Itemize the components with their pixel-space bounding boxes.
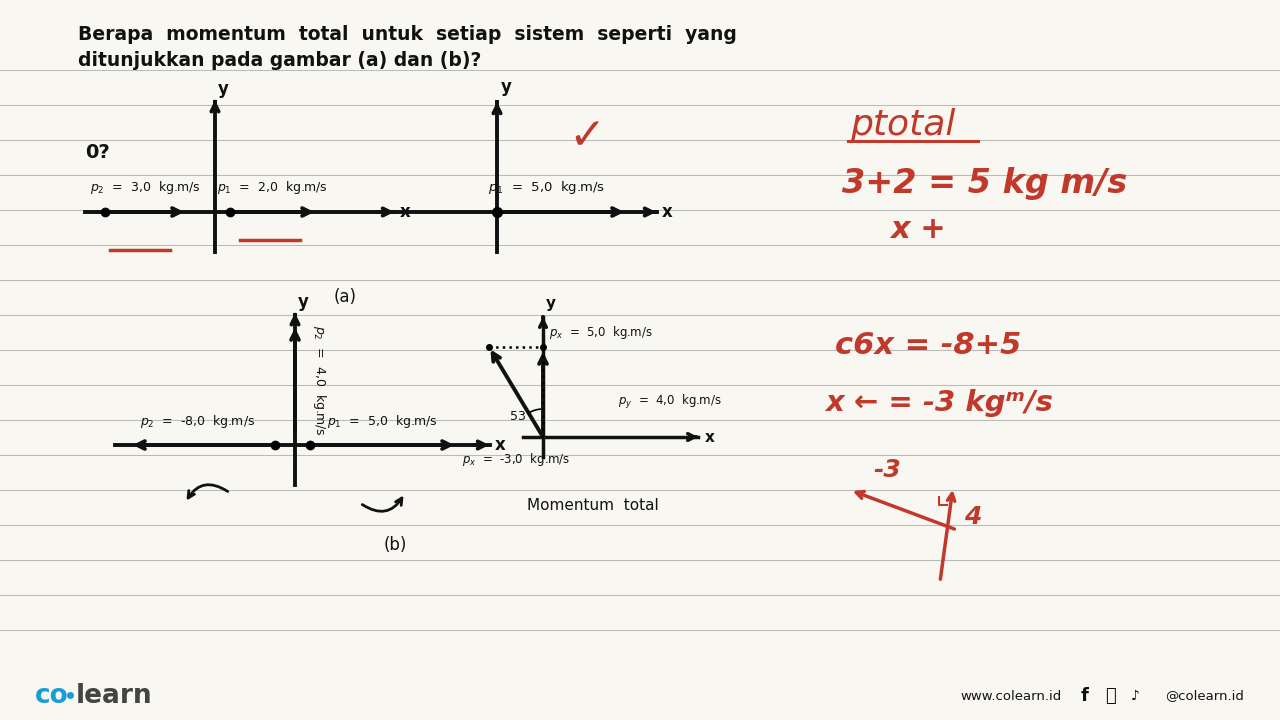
Text: c6x = -8+5: c6x = -8+5 (835, 330, 1021, 359)
Text: y: y (218, 80, 229, 98)
Text: y: y (500, 78, 512, 96)
Text: ptotal: ptotal (850, 108, 955, 142)
Text: x: x (399, 203, 411, 221)
Text: x +: x + (890, 215, 946, 245)
Text: y: y (298, 293, 308, 311)
Text: co: co (35, 683, 69, 709)
Text: x ← = -3 kgᵐ/s: x ← = -3 kgᵐ/s (826, 389, 1053, 417)
Text: (b): (b) (383, 536, 407, 554)
Text: Momentum  total: Momentum total (527, 498, 659, 513)
Text: $p_2$  =  3,0  kg.m/s: $p_2$ = 3,0 kg.m/s (90, 179, 201, 196)
Text: -3: -3 (873, 458, 901, 482)
Text: 0?: 0? (84, 143, 110, 161)
Text: $p_2$  =  4,0  kg.m/s: $p_2$ = 4,0 kg.m/s (311, 325, 328, 436)
Text: 53°: 53° (509, 410, 532, 423)
Text: @colearn.id: @colearn.id (1165, 690, 1244, 703)
Text: 4: 4 (964, 505, 982, 529)
Text: Berapa  momentum  total  untuk  setiap  sistem  seperti  yang: Berapa momentum total untuk setiap siste… (78, 25, 737, 45)
Text: $p_y$  =  4,0  kg.m/s: $p_y$ = 4,0 kg.m/s (618, 393, 722, 411)
Text: $p_1$  =  5,0  kg.m/s: $p_1$ = 5,0 kg.m/s (328, 413, 438, 430)
Text: x: x (495, 436, 506, 454)
Text: y: y (547, 296, 556, 311)
Text: x: x (662, 203, 673, 221)
Text: $p_x$  =  -3,0  kg.m/s: $p_x$ = -3,0 kg.m/s (462, 451, 570, 468)
Text: ditunjukkan pada gambar (a) dan (b)?: ditunjukkan pada gambar (a) dan (b)? (78, 50, 481, 70)
Text: $p_2$  =  -8,0  kg.m/s: $p_2$ = -8,0 kg.m/s (140, 413, 255, 430)
Text: $p_x$  =  5,0  kg.m/s: $p_x$ = 5,0 kg.m/s (549, 324, 653, 341)
Text: Ⓘ: Ⓘ (1105, 687, 1115, 705)
Text: x: x (705, 430, 714, 444)
Text: (a): (a) (334, 288, 357, 306)
Text: ✓: ✓ (568, 115, 605, 158)
Text: www.colearn.id: www.colearn.id (960, 690, 1061, 703)
Text: 3+2 = 5 kg m/s: 3+2 = 5 kg m/s (842, 166, 1128, 199)
Text: $p_1$  =  5,0  kg.m/s: $p_1$ = 5,0 kg.m/s (489, 179, 605, 196)
Text: $p_1$  =  2,0  kg.m/s: $p_1$ = 2,0 kg.m/s (218, 179, 328, 196)
Text: f: f (1082, 687, 1089, 705)
Text: ♪: ♪ (1130, 689, 1139, 703)
Text: learn: learn (76, 683, 152, 709)
